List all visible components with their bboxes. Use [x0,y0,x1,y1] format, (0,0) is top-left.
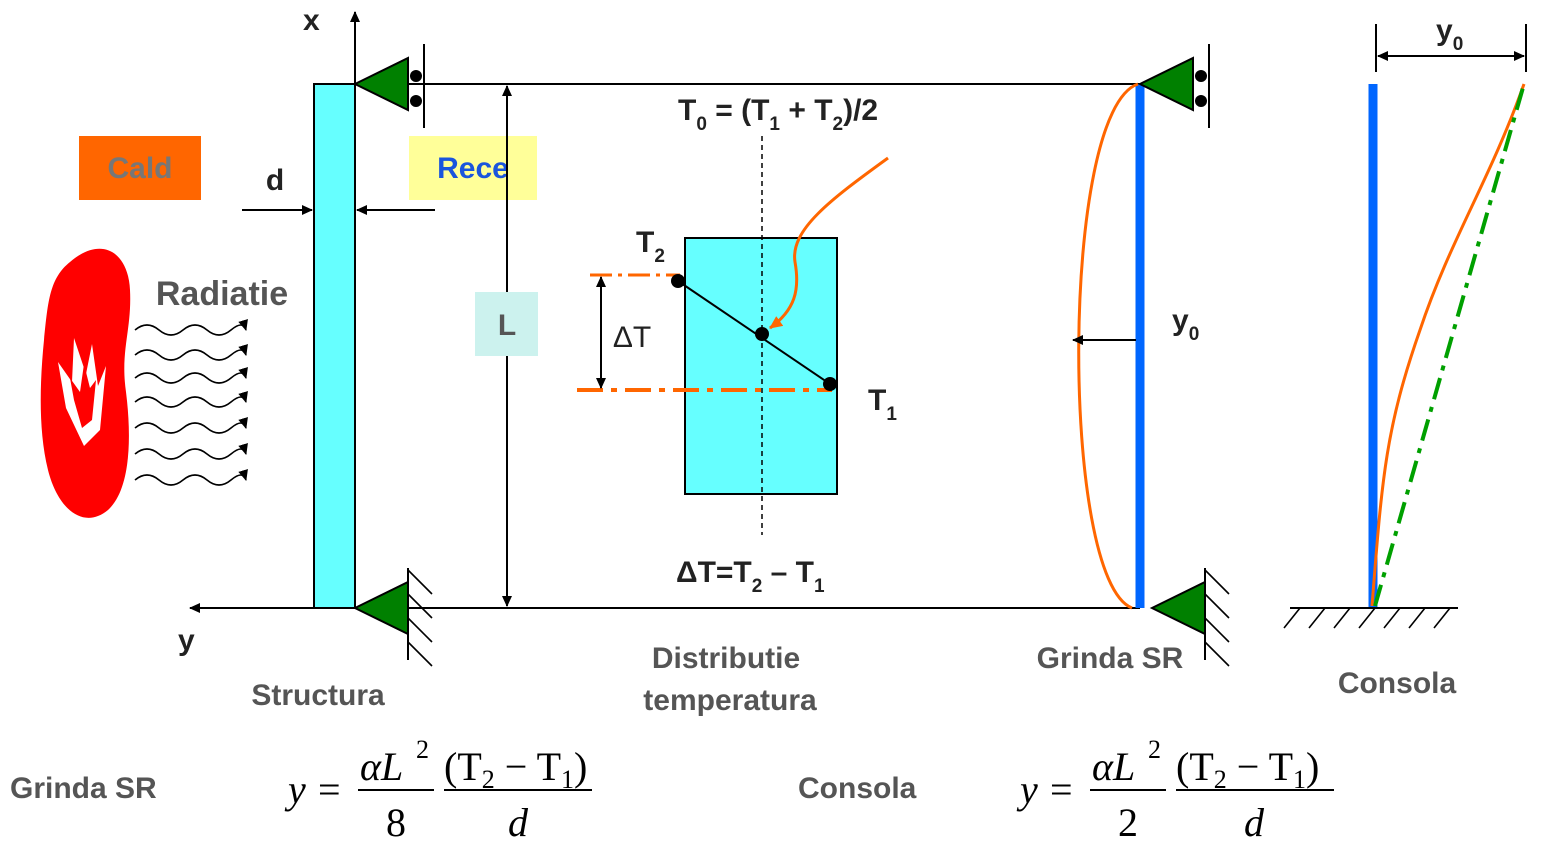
structure-caption: Structura [251,679,385,712]
distribution-caption-line1: Distributie [652,642,800,675]
formula-cantilever-name: Consola [798,772,917,805]
t2-label: T2 [636,226,665,267]
svg-text:αL: αL [1092,744,1135,789]
thickness-label: d [266,164,284,197]
beam-deflected-shape [1077,82,1139,610]
delta-formula: ΔT=T2 – T1 [676,556,825,597]
svg-text:y: y [1016,767,1038,812]
beam-deflection-label: y0 [1172,304,1199,345]
radiation-label: Radiatie [156,275,288,313]
cantilever-ground-hatch [1283,607,1451,629]
cantilever-caption: Consola [1338,667,1457,700]
svg-text:2: 2 [1148,735,1161,764]
column-member [313,83,356,609]
gradient-line [677,280,831,385]
roller-support-top-right [1137,44,1210,128]
pin-support-bottom-right [1149,568,1230,667]
svg-text:y: y [284,767,306,812]
t1-label: T1 [868,384,897,425]
svg-text:=: = [1050,767,1073,812]
svg-text:(T2 − T1): (T2 − T1) [1176,744,1319,794]
cald-box [79,136,201,200]
svg-text:d: d [508,800,529,841]
length-label: L [498,309,516,342]
y-axis-label: y [178,624,195,657]
formula-beam-name: Grinda SR [10,772,157,805]
cantilever-deflected-shape [1370,83,1526,607]
pin-support-bottom-left [352,568,433,667]
delta-label: ΔT [613,321,651,354]
t1-point [823,377,837,391]
cald-label: Cald [107,152,172,185]
t0-leader-arrow [769,156,889,330]
svg-text:2: 2 [416,735,429,764]
svg-text:2: 2 [1118,800,1138,841]
rece-label: Rece [437,152,509,185]
roller-support-top-left [352,44,425,128]
t2-point [671,274,685,288]
x-axis-label: x [303,4,320,37]
svg-text:αL: αL [360,744,403,789]
svg-text:(T2 − T1): (T2 − T1) [444,744,587,794]
svg-text:8: 8 [386,800,406,841]
t0-point [755,327,769,341]
beam-caption: Grinda SR [1037,642,1184,675]
svg-text:d: d [1244,800,1265,841]
section-rect [684,237,838,495]
flame-icon [40,248,131,518]
formula-cantilever: y = αL 2 2 (T2 − T1) d [1016,735,1334,841]
t0-formula: T0 = (T1 + T2)/2 [678,94,878,135]
length-box [475,292,538,356]
formula-beam: y = αL 2 8 (T2 − T1) d [284,735,592,841]
svg-text:=: = [318,767,341,812]
rece-box [409,136,537,200]
cantilever-chord [1373,83,1526,607]
cantilever-deflection-label: y0 [1436,14,1463,55]
radiation-waves [134,318,248,486]
distribution-caption-line2: temperatura [643,684,817,717]
